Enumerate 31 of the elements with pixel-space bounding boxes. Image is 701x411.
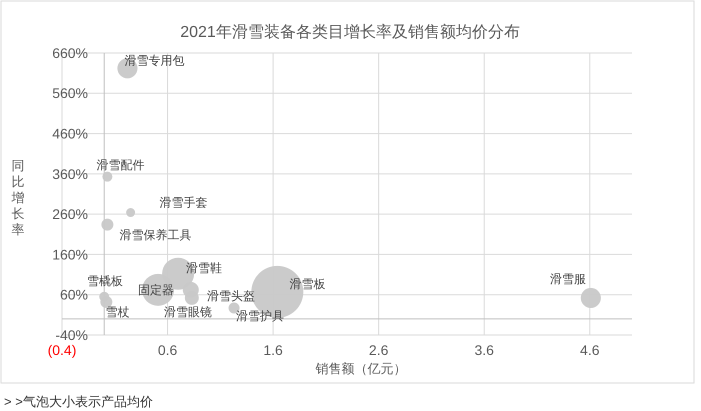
x-tick-label: 1.6 [263,342,284,358]
annotation: 滑雪护具 [236,309,284,324]
annotation: 滑雪板 [289,277,326,292]
y-tick-label: 160% [52,246,88,262]
x-tick-label: 2.6 [368,342,389,358]
annotation: 滑雪保养工具 [119,228,192,242]
x-tick-label: 0.6 [158,342,178,358]
y-tick-label: 360% [52,166,88,182]
annotation: 雪橇板 [87,274,124,288]
chart-title: 2021年滑雪装备各类目增长率及销售额均价分布 [180,23,520,41]
y-tick-label: 60% [60,286,88,303]
x-tick-label: (0.4) [48,342,76,358]
annotation: 滑雪服 [550,272,586,286]
annotation: 滑雪头盔 [206,289,255,304]
y-tick-label: 660% [52,44,88,61]
x-axis-title: 销售额（亿元） [314,361,406,376]
x-tick-label: 3.6 [474,342,494,358]
y-tick-label: 260% [52,206,88,222]
annotation: 滑雪专用包 [124,54,184,68]
annotation: 雪杖 [105,305,130,320]
annotation: 滑雪手套 [160,196,208,210]
y-tick-label: 560% [52,85,88,102]
annotation: 滑雪配件 [96,158,144,172]
y-tick-label: -40% [55,326,88,343]
annotation: 固定器 [138,283,174,298]
annotation: 滑雪眼镜 [164,305,212,320]
text: > >气泡大小表示产品均价 [4,394,153,409]
y-tick-label: 460% [52,125,88,142]
annotation: 滑雪鞋 [186,260,222,275]
x-tick-label: 4.6 [580,342,600,358]
y-axis-title: 同比增长率 [10,158,24,237]
